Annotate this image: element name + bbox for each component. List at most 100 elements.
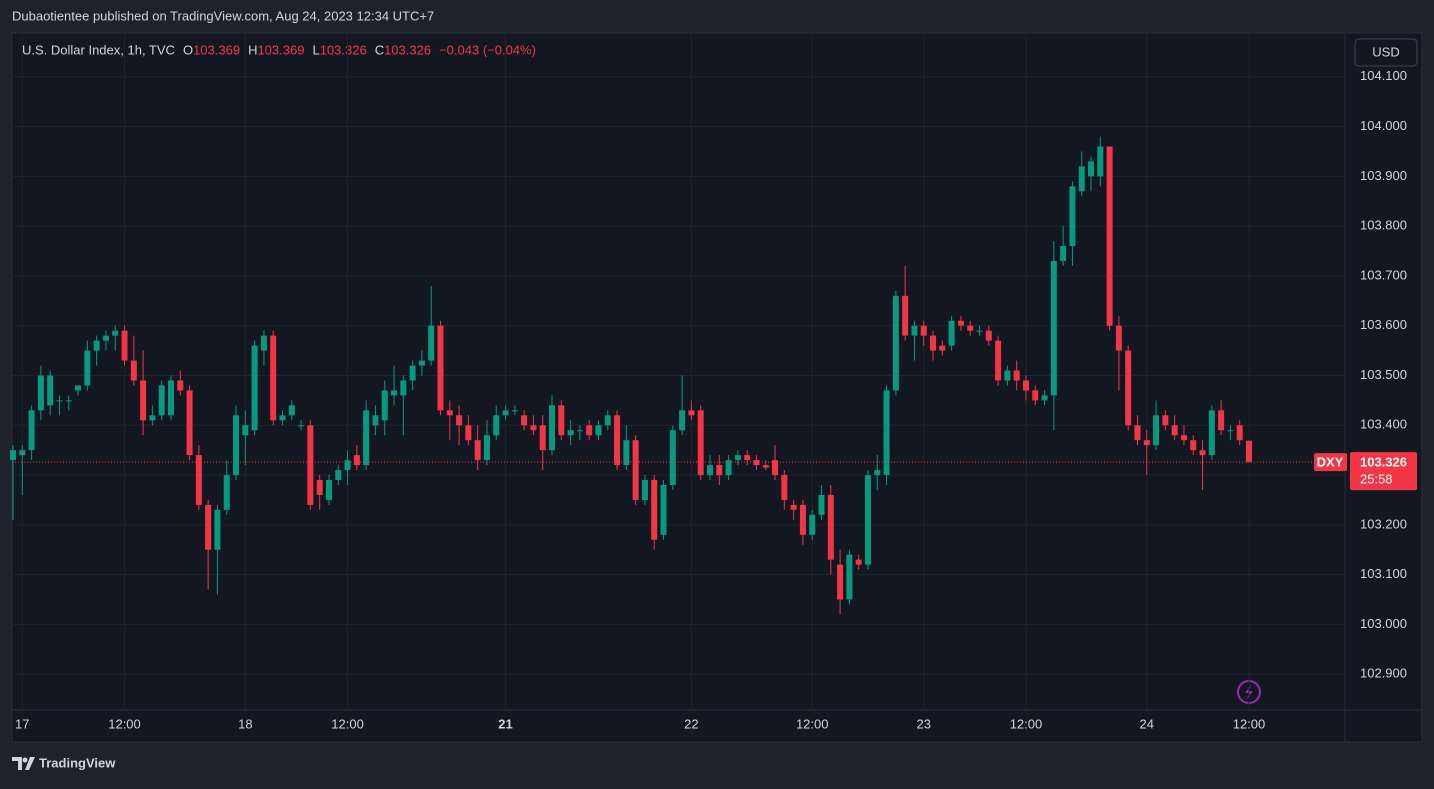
- candle-body: [1106, 146, 1113, 326]
- candle-body: [511, 410, 518, 412]
- y-tick-label: 103.100: [1360, 566, 1407, 581]
- candle-body: [688, 410, 695, 416]
- candle-body: [102, 335, 109, 341]
- candle-body: [595, 425, 602, 436]
- candle-body: [985, 330, 992, 341]
- candle-body: [1125, 350, 1132, 426]
- candle-body: [1088, 161, 1095, 177]
- candle-body: [920, 325, 927, 336]
- legend: U.S. Dollar Index, 1h, TVC O 103.369 H 103.3…: [22, 42, 536, 57]
- legend-value: 103.369: [257, 42, 304, 57]
- candle-body: [1162, 415, 1169, 426]
- x-tick-label: 12:00: [108, 716, 141, 731]
- candle-body: [911, 325, 918, 336]
- candle-body: [353, 455, 360, 466]
- candle-body: [1078, 166, 1085, 192]
- candle-body: [56, 400, 63, 402]
- candle-body: [167, 380, 174, 416]
- candle-body: [233, 415, 240, 476]
- x-tick-label: 17: [15, 716, 29, 731]
- y-tick-label: 102.900: [1360, 666, 1407, 681]
- candle-body: [121, 330, 128, 361]
- candle-body: [400, 380, 407, 396]
- candle-body: [84, 350, 91, 386]
- candle-body: [47, 375, 54, 406]
- candle-body: [846, 554, 853, 600]
- price-tag: [1350, 452, 1417, 491]
- candle-body: [1180, 435, 1187, 441]
- candle-body: [1143, 440, 1150, 446]
- candle-body: [679, 410, 686, 431]
- legend-change: −0.043 (−0.04%): [439, 42, 536, 57]
- x-tick-label: 12:00: [1233, 716, 1266, 731]
- candle-body: [1041, 395, 1048, 401]
- candle-body: [205, 504, 212, 550]
- candle-body: [483, 435, 490, 461]
- candle-body: [112, 330, 119, 336]
- candle-body: [734, 455, 741, 461]
- x-tick-label: 18: [238, 716, 252, 731]
- candle-body: [1115, 325, 1122, 351]
- candle-body: [428, 325, 435, 361]
- logo-mark: [12, 757, 35, 770]
- candle-body: [790, 504, 797, 510]
- candle-body: [381, 390, 388, 421]
- candle-body: [1218, 410, 1225, 431]
- candle-body: [669, 430, 676, 485]
- candle-body: [158, 385, 165, 416]
- logo-dot: [22, 757, 28, 763]
- candle-body: [1208, 410, 1215, 456]
- candle-body: [1199, 450, 1206, 456]
- candle-body: [539, 425, 546, 451]
- candle-body: [1153, 415, 1160, 446]
- candle-body: [902, 295, 909, 336]
- candle-body: [827, 494, 834, 560]
- legend-value: 103.326: [384, 42, 431, 57]
- candle-body: [781, 475, 788, 500]
- candle-body: [363, 410, 370, 466]
- candle-body: [10, 450, 16, 461]
- candle-body: [762, 465, 769, 468]
- legend-key: O: [183, 42, 193, 57]
- chart-frame: [11, 32, 1423, 743]
- candle-body: [976, 330, 983, 332]
- x-tick-label: 12:00: [1010, 716, 1043, 731]
- candle-body: [1013, 370, 1020, 381]
- candle-body: [372, 415, 379, 426]
- candle-body: [623, 440, 630, 466]
- candle-body: [177, 380, 184, 391]
- candle-body: [140, 380, 147, 421]
- candle-body: [288, 405, 295, 416]
- y-tick-label: 103.600: [1360, 317, 1407, 332]
- legend-key: L: [312, 42, 319, 57]
- candle-body: [75, 385, 82, 391]
- candle-body: [558, 405, 565, 436]
- countdown-label: 25:58: [1360, 472, 1393, 487]
- candle-body: [1069, 186, 1076, 247]
- candle-body: [604, 415, 611, 426]
- candle-body: [1134, 425, 1141, 441]
- candle-body: [493, 415, 500, 436]
- candle-body: [93, 340, 100, 351]
- candle-body: [939, 345, 946, 351]
- candle-body: [772, 460, 779, 476]
- candle-body: [37, 375, 44, 411]
- candle-body: [799, 504, 806, 535]
- candle-body: [697, 410, 704, 476]
- candle-body: [456, 415, 463, 426]
- candle-body: [744, 455, 751, 461]
- legend-key: H: [248, 42, 257, 57]
- candle-body: [530, 425, 537, 431]
- y-tick-label: 103.400: [1360, 417, 1407, 432]
- candle-body: [316, 480, 323, 495]
- x-tick-label: 23: [917, 716, 931, 731]
- candle-body: [307, 425, 314, 505]
- y-tick-label: 104.100: [1360, 68, 1407, 83]
- y-tick-label: 103.200: [1360, 516, 1407, 531]
- candle-body: [195, 455, 202, 505]
- candle-body: [716, 465, 723, 476]
- candle-body: [28, 410, 35, 451]
- candle-body: [892, 295, 899, 391]
- currency-button[interactable]: [1354, 38, 1418, 67]
- candle-body: [874, 470, 881, 476]
